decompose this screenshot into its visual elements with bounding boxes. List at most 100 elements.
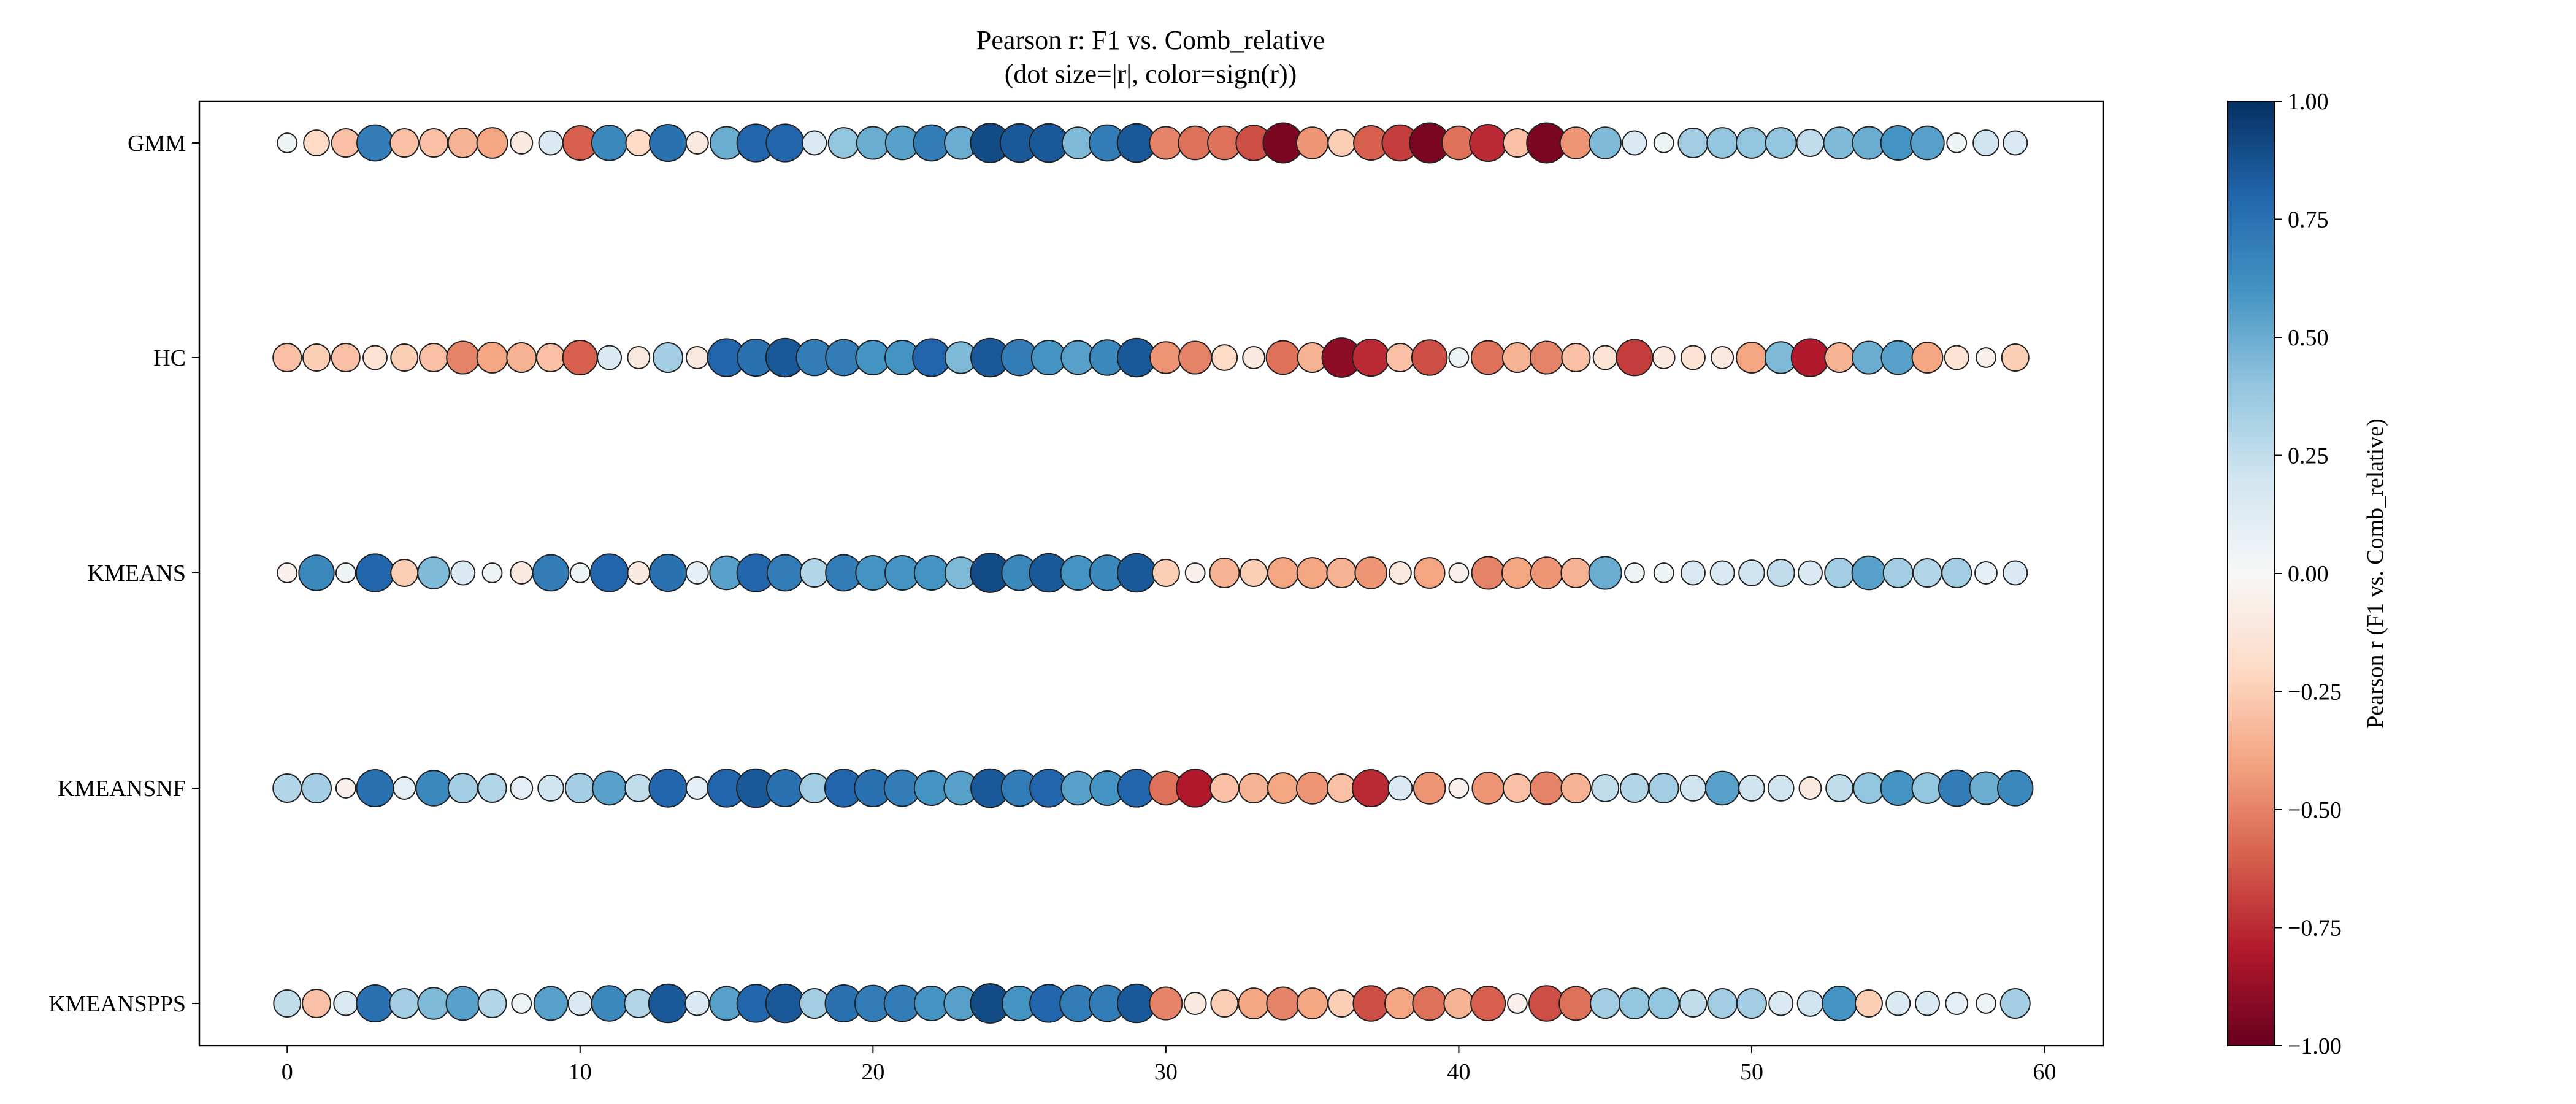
dot-marker	[1265, 340, 1301, 375]
dot-marker	[1765, 127, 1797, 159]
dot-marker	[592, 770, 627, 806]
dot-marker	[1679, 989, 1708, 1018]
dot-marker	[389, 987, 420, 1019]
dot-marker	[765, 983, 805, 1024]
dot-marker	[1736, 987, 1767, 1019]
dot-marker	[1709, 560, 1735, 586]
dot-marker	[1825, 774, 1854, 802]
dot-marker	[591, 125, 628, 161]
dot-marker	[476, 342, 508, 374]
colorbar-tick-label: 1.00	[2288, 89, 2329, 115]
dot-marker	[1210, 989, 1239, 1018]
colorbar-tick-label: −0.75	[2288, 916, 2342, 941]
dot-marker	[1266, 986, 1300, 1021]
dot-marker	[510, 776, 534, 800]
dot-marker	[481, 562, 503, 583]
dot-marker	[1354, 556, 1387, 589]
dot-marker	[1211, 344, 1238, 371]
y-tick-label: GMM	[128, 131, 186, 156]
dot-marker	[390, 343, 419, 372]
dot-marker	[1824, 557, 1855, 589]
dot-marker	[2001, 343, 2030, 372]
dot-marker	[653, 342, 684, 374]
dot-marker	[1648, 772, 1679, 804]
dot-marker	[1501, 342, 1533, 374]
dot-marker	[538, 130, 564, 156]
dot-marker	[1326, 557, 1357, 589]
dot-marker	[331, 342, 361, 373]
dot-marker	[1912, 558, 1942, 588]
y-tick-label: KMEANS	[88, 561, 186, 586]
y-tick-label: KMEANSNF	[58, 776, 186, 802]
dot-marker	[1976, 347, 1996, 368]
dot-marker	[510, 131, 534, 155]
dot-marker	[390, 559, 419, 587]
dot-marker	[1945, 992, 1969, 1015]
dot-marker	[1823, 126, 1856, 159]
dot-marker	[535, 342, 566, 373]
dot-marker	[1590, 987, 1621, 1019]
dot-marker	[1184, 562, 1206, 583]
dot-marker	[1852, 340, 1886, 375]
dot-marker	[447, 127, 478, 159]
dot-marker	[1149, 126, 1183, 160]
dot-marker	[685, 131, 709, 155]
dot-marker	[567, 991, 593, 1016]
dot-marker	[1854, 989, 1883, 1018]
dot-marker	[272, 342, 302, 373]
dot-marker	[649, 123, 688, 163]
dot-marker	[1448, 778, 1470, 799]
dot-marker	[1295, 772, 1329, 805]
dot-marker	[1706, 127, 1739, 159]
dot-marker	[591, 985, 628, 1022]
dot-marker	[445, 986, 481, 1021]
dot-marker	[1790, 338, 1830, 377]
dot-marker	[1116, 553, 1157, 593]
dot-marker	[624, 774, 653, 802]
dot-marker	[273, 989, 302, 1018]
dot-marker	[510, 561, 534, 585]
dot-marker	[589, 553, 629, 592]
dot-marker	[1183, 992, 1207, 1015]
dot-marker	[2003, 130, 2028, 156]
dot-marker	[1619, 987, 1650, 1019]
dot-marker	[1471, 556, 1505, 590]
dot-marker	[1507, 993, 1528, 1014]
dot-marker	[1388, 561, 1412, 585]
dot-marker	[1296, 557, 1328, 589]
dot-marker	[1738, 559, 1765, 586]
dot-marker	[1502, 773, 1532, 803]
dot-marker	[1619, 773, 1649, 803]
dot-marker	[1976, 993, 1996, 1014]
dot-marker	[1946, 132, 1968, 153]
dot-marker	[298, 554, 335, 591]
dot-marker	[1559, 126, 1593, 159]
dot-marker	[301, 772, 332, 804]
dot-marker	[1267, 557, 1299, 589]
dot-marker	[355, 553, 395, 592]
colorbar-tick-label: −1.00	[2288, 1033, 2342, 1059]
dot-marker	[1413, 772, 1446, 805]
dot-marker	[802, 130, 827, 156]
dot-marker	[1558, 986, 1593, 1021]
dot-marker	[356, 124, 394, 162]
dot-marker	[1242, 346, 1266, 369]
colorbar-tick-label: 0.00	[2288, 561, 2329, 587]
dot-marker	[1469, 123, 1508, 163]
dot-marker	[446, 340, 480, 375]
dot-marker	[648, 769, 688, 808]
dot-marker	[1470, 340, 1506, 375]
dot-marker	[389, 128, 420, 158]
dot-marker	[1798, 776, 1822, 800]
dot-marker	[1387, 775, 1413, 801]
dot-marker	[418, 128, 449, 158]
dot-marker	[1178, 340, 1213, 375]
dot-marker	[765, 123, 805, 163]
dot-marker	[1768, 991, 1794, 1016]
y-axis: GMM HC KMEANS KMEANSNF KMEANSPPS	[48, 131, 199, 1017]
dot-marker	[277, 132, 298, 153]
colorbar-label: Pearson r (F1 vs. Comb_relative)	[2363, 418, 2388, 729]
dot-marker	[799, 558, 829, 588]
dot-marker	[417, 987, 450, 1020]
